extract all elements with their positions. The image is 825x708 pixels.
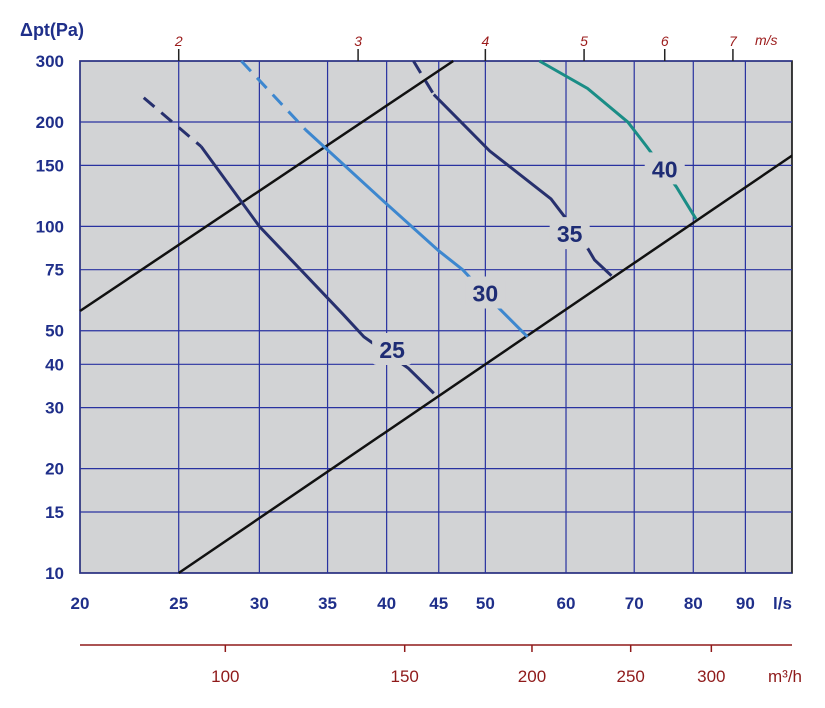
curve-label-35: 35 (557, 221, 583, 247)
x-tick-label: 80 (684, 594, 703, 613)
y-tick-labels: 10 15 20 30 40 50 75 100 150 200 300 (36, 52, 64, 583)
y-tick-label: 100 (36, 217, 64, 236)
y-tick-label: 20 (45, 460, 64, 479)
system-lines (79, 59, 793, 575)
system-line-2 (178, 154, 793, 575)
x-tick-label: 60 (557, 594, 576, 613)
x-tick-label: 30 (250, 594, 269, 613)
y-tick-label: 75 (45, 261, 64, 280)
curve-label-bg (644, 152, 685, 185)
curve-label-bg (372, 332, 413, 365)
x-tick-label: 20 (71, 594, 90, 613)
x-tick-label: 50 (476, 594, 495, 613)
system-line-1 (79, 59, 454, 313)
x-tick-labels: 20 25 30 35 40 45 50 60 70 80 90 (71, 594, 755, 613)
top-axis-unit: m/s (755, 32, 778, 48)
y-tick-label: 150 (36, 156, 64, 175)
y-tick-label: 10 (45, 564, 64, 583)
x-tick-label: 45 (429, 594, 448, 613)
bottom-tick-label: 200 (518, 667, 546, 686)
curve-labels: 25 30 35 40 (372, 152, 685, 365)
curve-30 (304, 128, 529, 338)
curve-25 (199, 145, 435, 395)
bottom-tick-label: 300 (697, 667, 725, 686)
sound-curves (142, 59, 698, 395)
y-axis-title: Δpt(Pa) (20, 20, 84, 40)
curve-label-40: 40 (652, 156, 678, 182)
y-tick-label: 15 (45, 503, 64, 522)
curve-25-dashed (142, 96, 203, 148)
curve-35-dashed (412, 60, 436, 96)
curve-30-dashed (240, 59, 307, 131)
top-tick-label: 6 (661, 33, 669, 49)
y-tick-label: 200 (36, 113, 64, 132)
top-tick-label: 4 (481, 33, 489, 49)
plot-background (79, 60, 793, 574)
curve-label-bg (549, 217, 590, 250)
y-tick-label: 300 (36, 52, 64, 71)
bottom-tick-label: 150 (391, 667, 419, 686)
curve-label-bg (465, 276, 506, 309)
bottom-tick-label: 100 (211, 667, 239, 686)
bottom-axis-unit: m³/h (768, 667, 802, 686)
curve-40 (538, 59, 698, 220)
bottom-tick-label: 250 (616, 667, 644, 686)
y-tick-label: 40 (45, 355, 64, 374)
top-tick-label: 3 (354, 33, 362, 49)
x-tick-label: 35 (318, 594, 337, 613)
x-tick-label: 70 (625, 594, 644, 613)
x-tick-label: 90 (736, 594, 755, 613)
x-tick-label: 40 (377, 594, 396, 613)
top-tick-label: 7 (729, 33, 738, 49)
y-tick-label: 30 (45, 399, 64, 418)
bottom-flow-axis: 100 150 200 250 300 (80, 644, 792, 686)
y-tick-label: 50 (45, 322, 64, 341)
top-tick-label: 5 (580, 33, 588, 49)
curve-label-30: 30 (473, 281, 499, 307)
x-tick-label: 25 (169, 594, 188, 613)
top-tick-label: 2 (174, 33, 183, 49)
x-axis-unit: l/s (773, 594, 792, 613)
curve-label-25: 25 (379, 337, 405, 363)
grid-lines (79, 60, 792, 574)
top-velocity-axis: 2 3 4 5 6 7 (174, 33, 738, 61)
